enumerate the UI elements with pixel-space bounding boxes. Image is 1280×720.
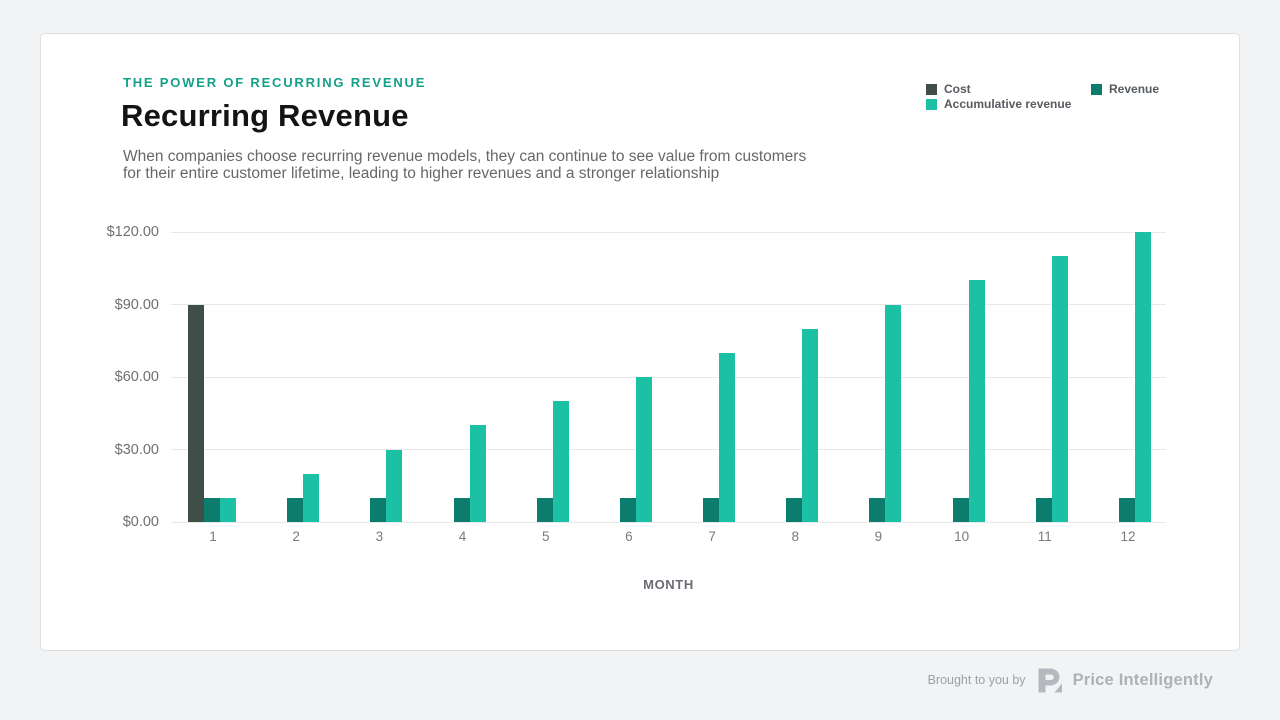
subtitle-line-1: When companies choose recurring revenue …	[123, 148, 807, 165]
bar-revenue-month-11	[1035, 497, 1052, 522]
x-axis-tick-label: 9	[874, 529, 883, 544]
infographic-card: THE POWER OF RECURRING REVENUE Recurring…	[40, 33, 1240, 651]
y-axis-tick-label: $90.00	[114, 296, 159, 313]
bar-accumulative-revenue-month-12	[1134, 232, 1151, 522]
bar-revenue-month-8	[786, 497, 803, 522]
y-axis-tick-label: $0.00	[122, 514, 159, 530]
gridline-30	[171, 449, 1166, 450]
bar-revenue-month-3	[370, 497, 387, 522]
bar-accumulative-revenue-month-9	[885, 304, 902, 522]
x-axis-tick-label: 10	[954, 529, 970, 544]
gridline-0	[171, 521, 1166, 523]
x-axis-tick-label: 2	[292, 529, 300, 544]
brought-to-you-by-label: Brought to you by	[927, 673, 1026, 687]
legend-item-accumulative-revenue: Accumulative revenue	[926, 97, 1071, 111]
cost-swatch-icon	[926, 83, 937, 95]
gridline-120	[171, 231, 1166, 233]
bar-accumulative-revenue-month-10	[968, 280, 985, 522]
x-axis-tick-label: 3	[375, 529, 384, 544]
bar-revenue-month-1	[204, 497, 220, 522]
bar-accumulative-revenue-month-11	[1051, 256, 1068, 522]
bar-accumulative-revenue-month-1	[220, 497, 236, 522]
footer-attribution: Brought to you by Price Intelligently	[928, 663, 1213, 697]
x-axis-tick-label: 11	[1037, 529, 1052, 544]
x-axis-tick-label: 5	[541, 529, 550, 544]
x-axis-tick-label: 8	[791, 529, 799, 544]
bar-accumulative-revenue-month-3	[386, 449, 403, 522]
bar-accumulative-revenue-month-8	[802, 328, 819, 522]
subtitle: When companies choose recurring revenue …	[123, 148, 807, 182]
legend-label-accumulative-revenue: Accumulative revenue	[944, 97, 1072, 111]
bar-accumulative-revenue-month-7	[719, 352, 736, 522]
x-axis-tick-label: 1	[209, 529, 217, 544]
y-axis-tick-label: $30.00	[114, 441, 159, 458]
brand-name: Price Intelligently	[1072, 670, 1213, 689]
bar-revenue-month-4	[453, 497, 470, 522]
subtitle-line-2: for their entire customer lifetime, lead…	[123, 164, 720, 182]
legend-label-cost: Cost	[944, 82, 971, 96]
price-intelligently-logo-icon	[1038, 668, 1062, 692]
bar-accumulative-revenue-month-5	[552, 401, 569, 522]
x-axis-title: MONTH	[643, 577, 694, 592]
bar-chart-plot-area: MONTH $0.00 $30.00 $60.00 $90.00 $120.00 1 2 3 4…	[107, 224, 1166, 592]
bar-revenue-month-2	[287, 497, 304, 522]
bar-accumulative-revenue-month-4	[469, 425, 486, 522]
eyebrow-label: THE POWER OF RECURRING REVENUE	[123, 75, 427, 90]
legend-label-revenue: Revenue	[1109, 82, 1160, 96]
bar-revenue-month-9	[869, 497, 886, 522]
bar-accumulative-revenue-month-6	[635, 377, 652, 522]
revenue-swatch-icon	[1091, 83, 1102, 95]
bar-revenue-month-7	[703, 497, 720, 522]
gridline-60	[171, 376, 1166, 378]
x-axis-tick-label: 6	[625, 529, 633, 544]
bar-revenue-month-6	[619, 497, 636, 522]
x-axis-tick-label: 7	[708, 529, 716, 544]
legend-item-cost: Cost	[926, 82, 971, 96]
bar-accumulative-revenue-month-2	[303, 473, 320, 522]
y-axis-tick-label: $60.00	[114, 369, 159, 385]
gridline-90	[171, 304, 1166, 305]
accumulative-revenue-swatch-icon	[926, 98, 937, 110]
bar-revenue-month-12	[1118, 497, 1135, 522]
x-axis-tick-label: 4	[458, 529, 467, 544]
x-axis-tick-label: 12	[1120, 529, 1136, 544]
bar-cost-month-1	[188, 304, 204, 522]
bar-revenue-month-10	[952, 497, 969, 522]
y-axis-tick-label: $120.00	[106, 224, 159, 240]
legend-item-revenue: Revenue	[1091, 82, 1159, 96]
bar-revenue-month-5	[536, 497, 553, 522]
page-title: Recurring Revenue	[121, 98, 409, 133]
